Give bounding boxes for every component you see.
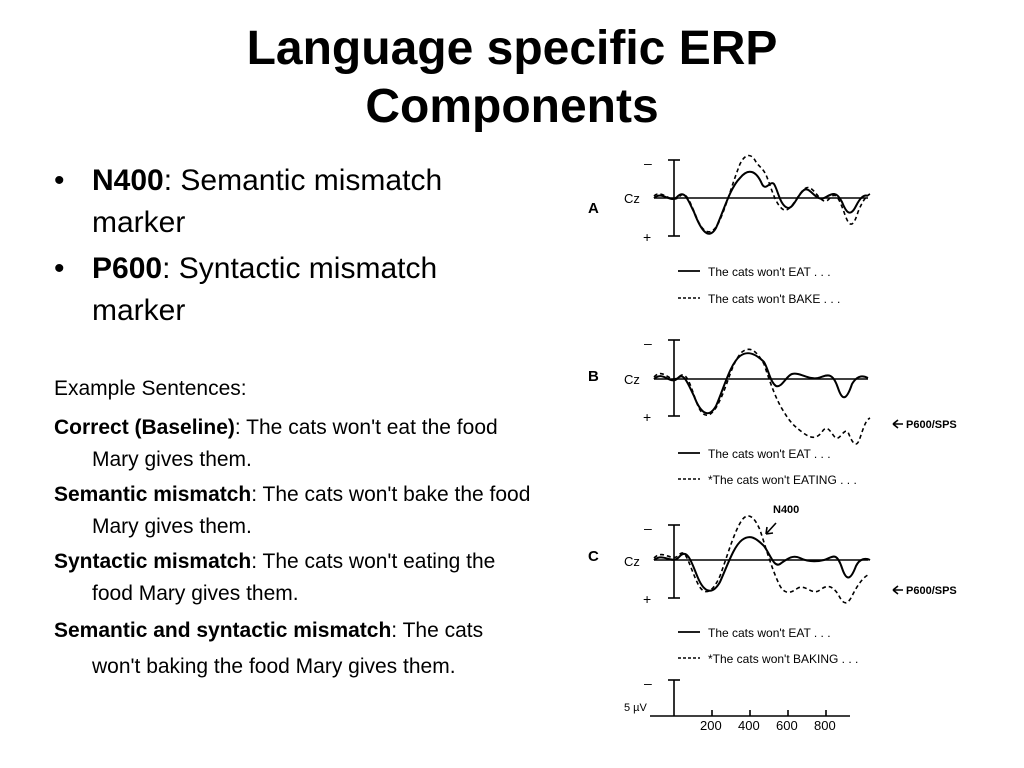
panel-a-legend-solid: The cats won't EAT . . . [708, 265, 831, 279]
panel-a-dashed-waveform [653, 154, 871, 233]
panel-c-legend-dashed: *The cats won't BAKING . . . [708, 652, 858, 666]
panel-a-solid-waveform [653, 170, 869, 235]
scale-tick-label: 800 [814, 718, 836, 733]
title-line-2: Components [365, 80, 659, 133]
scale-tick-label: 200 [700, 718, 722, 733]
bullet-list: • N400: Semantic mismatch marker • P600:… [54, 160, 524, 336]
panel-a-electrode: Cz [624, 191, 640, 206]
panel-c-electrode: Cz [624, 554, 640, 569]
bullet-text: : Semantic mismatch marker [92, 164, 443, 239]
scale-unit: 5 µV [624, 702, 648, 714]
example-label: Semantic and syntactic mismatch [54, 619, 392, 642]
n400-peak-label: N400 [773, 504, 799, 516]
bullet-dot-icon: • [54, 252, 65, 285]
panel-c-annotation: P600/SPS [906, 585, 957, 597]
bullet-n400: • N400: Semantic mismatch marker [54, 160, 524, 244]
bullet-p600: • P600: Syntactic mismatch marker [54, 248, 524, 332]
example-label: Syntactic mismatch [54, 550, 252, 573]
title-line-1: Language specific ERP [246, 22, 778, 75]
example-semantic: Semantic mismatch: The cats won't bake t… [54, 479, 534, 543]
panel-b-annotation: P600/SPS [906, 419, 957, 431]
example-label: Correct (Baseline) [54, 416, 235, 439]
panel-a-minus: – [644, 155, 652, 171]
p600-arrow-icon [892, 585, 903, 595]
panel-a-plus: + [643, 229, 651, 245]
example-label: Semantic mismatch [54, 483, 252, 506]
panel-c-legend-solid: The cats won't EAT . . . [708, 626, 831, 640]
erp-waveform-diagram: A Cz – + The cats won't EAT . . . The ca… [588, 154, 957, 733]
panel-c-plus: + [643, 591, 651, 607]
panel-b-electrode: Cz [624, 372, 640, 387]
panel-a-letter: A [588, 200, 599, 217]
panel-a-legend-dashed: The cats won't BAKE . . . [708, 292, 840, 306]
bullet-term: P600 [92, 252, 163, 285]
n400-arrow-icon [765, 522, 777, 535]
example-syntactic: Syntactic mismatch: The cats won't eatin… [54, 546, 534, 610]
panel-b-plus: + [643, 409, 651, 425]
example-correct: Correct (Baseline): The cats won't eat t… [54, 412, 534, 476]
example-sentences: Example Sentences: Correct (Baseline): T… [54, 374, 534, 688]
panel-b-legend-dashed: *The cats won't EATING . . . [708, 473, 857, 487]
bullet-dot-icon: • [54, 164, 65, 197]
scale-tick-label: 600 [776, 718, 798, 733]
panel-c-letter: C [588, 548, 599, 565]
panel-c-minus: – [644, 520, 652, 536]
slide-title: Language specific ERP Components [0, 20, 1024, 136]
example-text: : The cats won't eat the food Mary gives… [92, 416, 498, 471]
example-text: : The cats won't bake the food Mary give… [92, 483, 531, 538]
examples-heading: Example Sentences: [54, 377, 247, 400]
p600-arrow-icon [892, 419, 903, 429]
scale-tick-label: 400 [738, 718, 760, 733]
panel-c-solid-waveform [653, 536, 871, 592]
panel-b-letter: B [588, 368, 599, 385]
bullet-term: N400 [92, 164, 164, 197]
scale-minus: – [644, 675, 652, 691]
erp-figure: A Cz – + The cats won't EAT . . . The ca… [580, 150, 980, 740]
example-text: : The cats won't eating the food Mary gi… [92, 550, 496, 605]
example-semantic-syntactic: Semantic and syntactic mismatch: The cat… [54, 613, 534, 685]
panel-b-dashed-waveform [653, 348, 871, 445]
panel-b-solid-waveform [653, 352, 869, 415]
bullet-text: : Syntactic mismatch marker [92, 252, 438, 327]
example-text: : The cats won't baking the food Mary gi… [92, 619, 484, 678]
panel-b-minus: – [644, 335, 652, 351]
panel-b-legend-solid: The cats won't EAT . . . [708, 447, 831, 461]
